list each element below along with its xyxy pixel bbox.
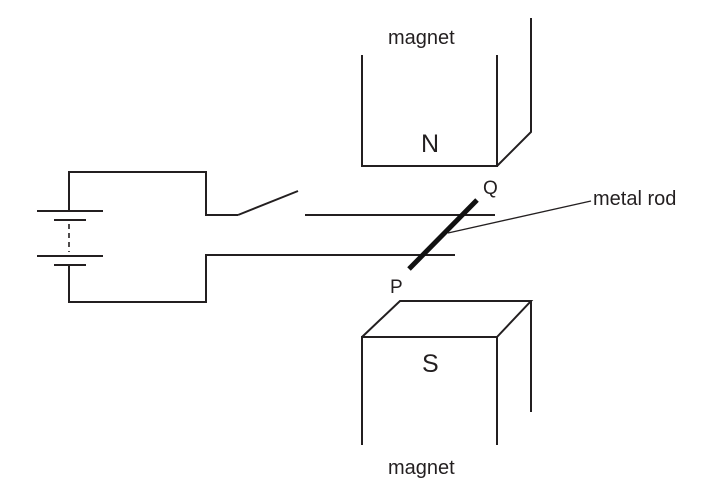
- rod-leader-line: [447, 200, 592, 234]
- magnet-top-side-face: [496, 18, 532, 167]
- magnet-bottom-front-face: [361, 336, 498, 445]
- wire-bottom-rail: [68, 254, 455, 303]
- magnet-top-label: magnet: [388, 27, 455, 49]
- rod-end-q-label: Q: [483, 178, 498, 199]
- circuit-wires: [68, 171, 495, 303]
- metal-rod: Q P metal rod: [390, 178, 676, 298]
- magnet-bottom-top-face: [361, 300, 534, 338]
- rod-pq: [407, 198, 479, 271]
- magnet-bottom: S magnet: [361, 300, 534, 479]
- switch-lever: [237, 190, 299, 216]
- pole-south-label: S: [422, 350, 439, 378]
- rod-label: metal rod: [593, 188, 676, 210]
- battery: [37, 210, 103, 266]
- wire-top-left: [68, 171, 238, 216]
- magnet-bottom-label: magnet: [388, 457, 455, 479]
- pole-north-label: N: [421, 130, 439, 158]
- magnet-top-front-face: [361, 55, 498, 167]
- rod-end-p-label: P: [390, 277, 403, 298]
- magnet-top: magnet N: [361, 18, 532, 167]
